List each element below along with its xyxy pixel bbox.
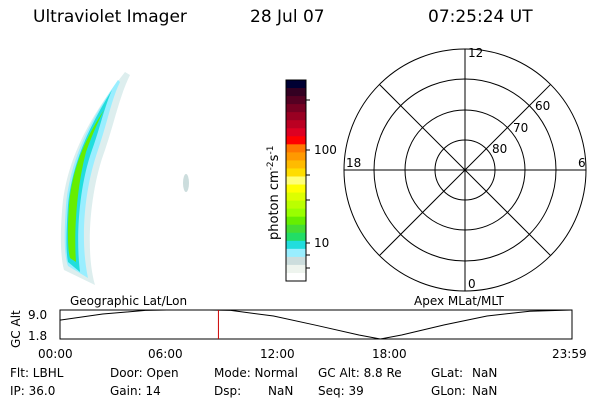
mlt-label-12: 12 [468, 46, 483, 60]
mlt-label-0: 0 [468, 277, 476, 291]
glat-value: NaN [472, 366, 497, 380]
seq-status: Seq: 39 [318, 384, 364, 398]
colorbar-segment [286, 96, 306, 105]
colorbar-segment [286, 104, 306, 113]
mlt-spoke [379, 169, 466, 256]
colorbar [285, 79, 310, 282]
gain-status: Gain: 14 [110, 384, 161, 398]
timeline-ylabel: GC Alt [9, 310, 23, 348]
colorbar-segment [286, 200, 306, 210]
colorbar-segment [286, 136, 306, 145]
timeline-frame [59, 309, 573, 340]
colorbar-segment [286, 264, 306, 274]
colorbar-segment [286, 152, 306, 161]
filter-status: Flt: LBHL [10, 366, 64, 380]
colorbar-segment [286, 120, 306, 129]
colorbar-segment [286, 144, 306, 153]
xtick-3: 18:00 [372, 347, 407, 361]
ytick-top: 9.0 [28, 308, 47, 322]
colorbar-frame [285, 79, 307, 282]
colorbar-segment [286, 160, 306, 169]
gc-alt-status: GC Alt: 8.8 Re [318, 366, 402, 380]
xtick-0: 00:00 [38, 347, 73, 361]
geographic-label: Geographic Lat/Lon [70, 294, 187, 308]
apex-label: Apex MLat/MLT [414, 294, 504, 308]
colorbar-label: photon cm-2s-1 [266, 146, 282, 240]
colorbar-segment [286, 176, 306, 186]
glat-label: GLat: [431, 366, 463, 380]
colorbar-segment [286, 216, 306, 226]
door-status: Door: Open [110, 366, 179, 380]
dsp-label: Dsp: [214, 384, 241, 398]
colorbar-segment [286, 272, 306, 282]
mode-status: Mode: Normal [214, 366, 298, 380]
colorbar-tick-10: 10 [314, 236, 329, 250]
time-label: 07:25:24 UT [428, 7, 533, 27]
aurora-image [60, 72, 189, 285]
colorbar-segment [286, 112, 306, 121]
lat-label-80: 80 [492, 142, 507, 156]
colorbar-segment [286, 224, 306, 234]
colorbar-segment [286, 248, 306, 258]
mlt-label-18: 18 [346, 156, 361, 170]
lat-label-70: 70 [513, 121, 528, 135]
colorbar-tick-100: 100 [314, 143, 337, 157]
colorbar-segment [286, 232, 306, 242]
polar-grid [343, 48, 587, 292]
glon-label: GLon: [431, 384, 466, 398]
ytick-bottom: 1.8 [28, 329, 47, 343]
colorbar-segment [286, 168, 306, 177]
mlt-label-6: 6 [578, 156, 586, 170]
xtick-4: 23:59 [552, 347, 587, 361]
lat-label-60: 60 [535, 99, 550, 113]
colorbar-segment [286, 88, 306, 97]
mlt-spoke [379, 84, 466, 171]
colorbar-segment [286, 256, 306, 266]
colorbar-segment [286, 184, 306, 194]
xtick-1: 06:00 [148, 347, 183, 361]
colorbar-segment [286, 192, 306, 202]
mlt-spoke [464, 169, 551, 256]
xtick-2: 12:00 [260, 347, 295, 361]
altitude-line [59, 309, 573, 340]
glon-value: NaN [472, 384, 497, 398]
colorbar-segment [286, 128, 306, 137]
colorbar-segment [286, 240, 306, 250]
date-label: 28 Jul 07 [250, 7, 325, 27]
mlt-spoke [464, 84, 551, 171]
dsp-value: NaN [268, 384, 293, 398]
colorbar-segment [286, 208, 306, 218]
colorbar-segment [286, 80, 306, 89]
ip-status: IP: 36.0 [10, 384, 55, 398]
app-title: Ultraviolet Imager [33, 7, 187, 27]
